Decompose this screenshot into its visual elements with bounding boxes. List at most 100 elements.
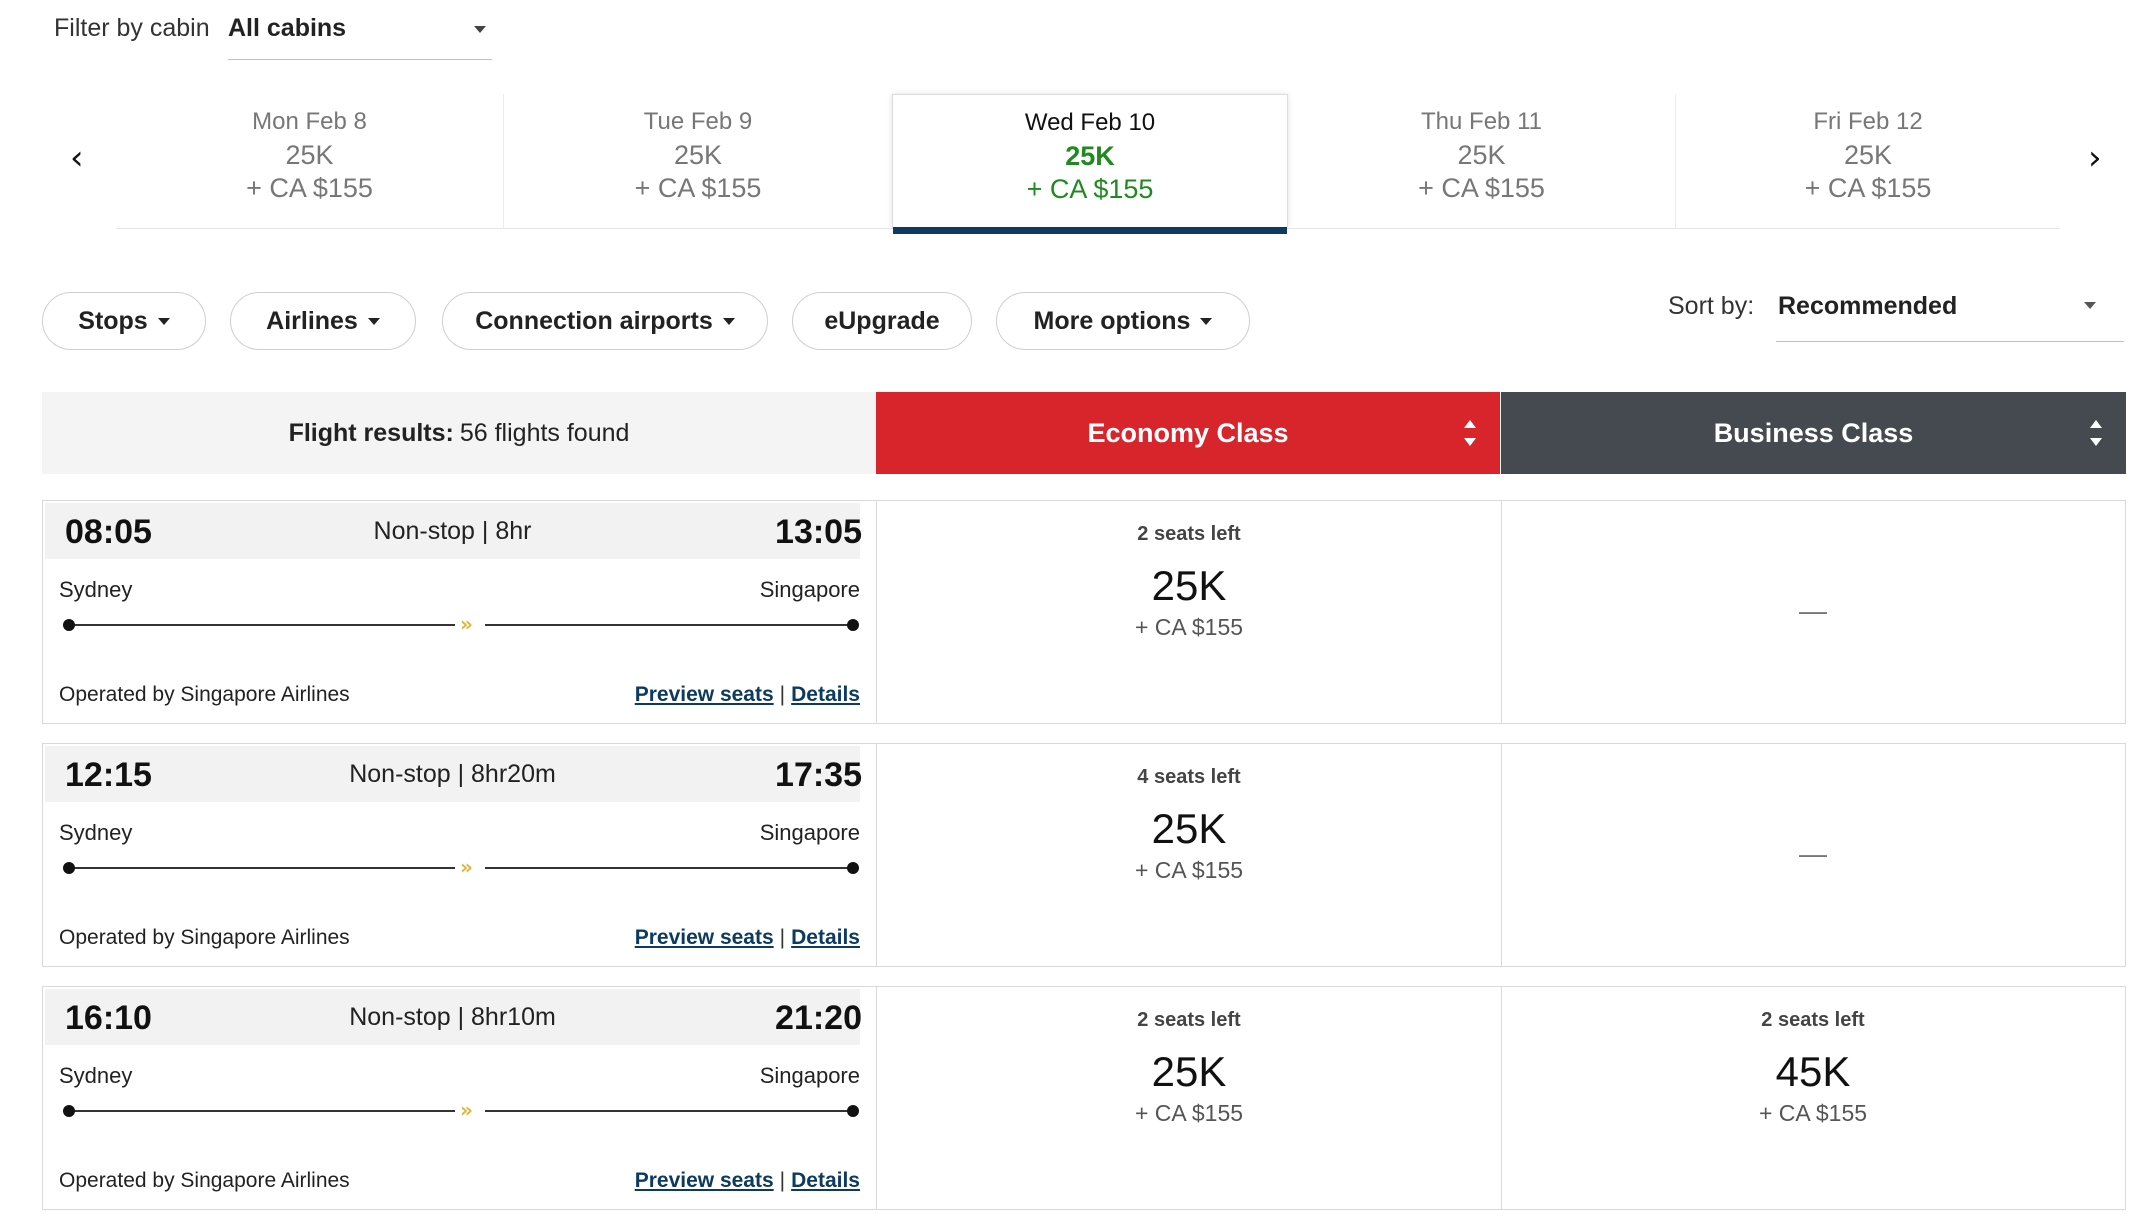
departure-time: 16:10: [65, 999, 152, 1037]
filter-by-cabin-label: Filter by cabin: [54, 14, 210, 42]
flight-links: Preview seats | Details: [634, 683, 860, 706]
date-cash: + CA $155: [634, 173, 762, 203]
date-cash: + CA $155: [1804, 173, 1932, 203]
origin-city: Sydney: [59, 820, 133, 845]
destination-city: Singapore: [759, 820, 860, 845]
date-points: 25K: [285, 140, 334, 170]
fare-points: 45K: [1775, 1048, 1851, 1095]
business-fare-cell[interactable]: 2 seats left 45K + CA $155: [1502, 987, 2124, 1209]
fare-cash: + CA $155: [1758, 1100, 1868, 1126]
more-options-label: More options: [1033, 306, 1191, 335]
date-tab-selected[interactable]: Wed Feb 10 25K + CA $155: [892, 94, 1288, 234]
singapore-airlines-logo-icon: »: [460, 612, 473, 636]
sort-by-label: Sort by:: [1668, 292, 1755, 320]
economy-class-header[interactable]: Economy Class: [876, 392, 1500, 474]
date-cash: + CA $155: [1418, 173, 1545, 203]
origin-dot: [63, 1105, 75, 1117]
business-fare-cell: —: [1502, 744, 2124, 966]
date-carousel: Mon Feb 8 25K + CA $155 Tue Feb 9 25K + …: [116, 94, 2060, 234]
fare-cash: + CA $155: [1134, 857, 1244, 883]
date-tab[interactable]: Thu Feb 11 25K + CA $155: [1288, 94, 1676, 228]
stops-label: Stops: [78, 306, 148, 335]
results-count: 56 flights found: [459, 418, 630, 447]
chevron-right-icon[interactable]: ›: [2088, 138, 2102, 178]
date-tab[interactable]: Tue Feb 9 25K + CA $155: [504, 94, 892, 228]
unavailable-dash: —: [1799, 595, 1827, 626]
operated-by-text: Operated by Singapore Airlines: [59, 1169, 350, 1192]
more-options-button[interactable]: More options: [996, 292, 1250, 350]
chevron-left-icon[interactable]: ‹: [70, 138, 84, 178]
date-points: 25K: [1065, 141, 1115, 171]
date-label: Wed Feb 10: [1024, 109, 1156, 136]
airlines-label: Airlines: [266, 306, 358, 335]
flight-time-bar: 12:15 Non-stop | 8hr20m 17:35: [45, 746, 862, 802]
details-link[interactable]: Details: [791, 683, 860, 706]
chevron-down-icon: [157, 317, 170, 325]
destination-dot: [847, 619, 859, 631]
cabin-select[interactable]: All cabins: [228, 8, 492, 60]
chevron-down-icon: [2084, 302, 2096, 309]
chevron-down-icon: [474, 26, 486, 33]
sort-select-value: Recommended: [1778, 292, 1958, 320]
unavailable-dash: —: [1799, 838, 1827, 869]
origin-city: Sydney: [59, 577, 133, 602]
sort-arrows-icon: [1464, 420, 1476, 446]
fare-cash: + CA $155: [1134, 614, 1244, 640]
date-tab[interactable]: Fri Feb 12 25K + CA $155: [1676, 94, 2060, 228]
destination-city: Singapore: [759, 577, 860, 602]
fare-points: 25K: [1151, 1048, 1227, 1095]
connection-airports-filter-button[interactable]: Connection airports: [442, 292, 768, 350]
destination-city: Singapore: [759, 1063, 860, 1088]
departure-time: 12:15: [65, 756, 152, 794]
route-line: »: [63, 855, 859, 879]
flight-duration: Non-stop | 8hr: [373, 517, 532, 545]
seats-left: 2 seats left: [1137, 523, 1241, 545]
departure-time: 08:05: [65, 513, 152, 551]
economy-fare-cell[interactable]: 2 seats left 25K + CA $155: [877, 987, 1502, 1209]
date-cash: + CA $155: [1026, 174, 1154, 204]
seats-left: 4 seats left: [1137, 766, 1241, 788]
preview-seats-link[interactable]: Preview seats: [634, 683, 774, 706]
business-class-label: Business Class: [1713, 417, 1914, 448]
date-label: Fri Feb 12: [1813, 108, 1923, 135]
flight-links: Preview seats | Details: [634, 926, 860, 949]
flight-links: Preview seats | Details: [634, 1169, 860, 1192]
eupgrade-label: eUpgrade: [824, 306, 940, 335]
singapore-airlines-logo-icon: »: [460, 855, 473, 879]
connection-airports-label: Connection airports: [475, 306, 713, 335]
flight-row: 16:10 Non-stop | 8hr10m 21:20 Sydney Sin…: [42, 986, 2126, 1210]
business-fare-cell: —: [1502, 501, 2124, 723]
date-points: 25K: [1843, 140, 1893, 170]
chevron-down-icon: [1200, 317, 1213, 325]
destination-dot: [847, 1105, 859, 1117]
preview-seats-link[interactable]: Preview seats: [634, 926, 774, 949]
route-line: »: [63, 1098, 859, 1122]
arrival-time: 21:20: [775, 999, 862, 1037]
flight-itinerary: 08:05 Non-stop | 8hr 13:05 Sydney Singap…: [43, 501, 877, 723]
flight-time-bar: 16:10 Non-stop | 8hr10m 21:20: [45, 989, 862, 1045]
details-link[interactable]: Details: [791, 1169, 860, 1192]
economy-fare-cell[interactable]: 2 seats left 25K + CA $155: [877, 501, 1502, 723]
arrival-time: 17:35: [775, 756, 862, 794]
seats-left: 2 seats left: [1761, 1009, 1865, 1031]
fare-cash: + CA $155: [1134, 1100, 1244, 1126]
flight-results-summary: Flight results: 56 flights found: [42, 392, 876, 474]
flight-duration: Non-stop | 8hr10m: [349, 1003, 556, 1031]
details-link[interactable]: Details: [791, 926, 860, 949]
airlines-filter-button[interactable]: Airlines: [230, 292, 416, 350]
date-points: 25K: [673, 140, 723, 170]
flight-itinerary: 16:10 Non-stop | 8hr10m 21:20 Sydney Sin…: [43, 987, 877, 1209]
date-label: Mon Feb 8: [252, 108, 367, 135]
economy-fare-cell[interactable]: 4 seats left 25K + CA $155: [877, 744, 1502, 966]
flight-itinerary: 12:15 Non-stop | 8hr20m 17:35 Sydney Sin…: [43, 744, 877, 966]
origin-dot: [63, 862, 75, 874]
flight-duration: Non-stop | 8hr20m: [349, 760, 556, 788]
sort-select[interactable]: Recommended: [1776, 286, 2124, 342]
stops-filter-button[interactable]: Stops: [42, 292, 206, 350]
operated-by-text: Operated by Singapore Airlines: [59, 683, 350, 706]
preview-seats-link[interactable]: Preview seats: [634, 1169, 774, 1192]
business-class-header[interactable]: Business Class: [1501, 392, 2126, 474]
date-tab[interactable]: Mon Feb 8 25K + CA $155: [116, 94, 504, 228]
eupgrade-filter-button[interactable]: eUpgrade: [792, 292, 972, 350]
destination-dot: [847, 862, 859, 874]
